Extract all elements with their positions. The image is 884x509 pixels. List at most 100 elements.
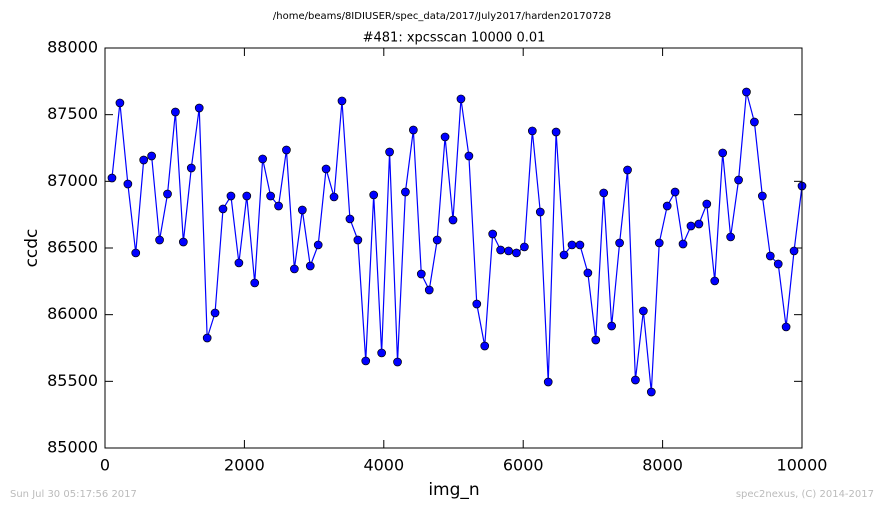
point — [242, 191, 252, 201]
point — [599, 188, 609, 198]
point — [686, 221, 696, 231]
point — [258, 154, 268, 164]
point — [742, 87, 751, 97]
point — [321, 164, 331, 174]
point — [543, 377, 553, 387]
y-tick-label: 85500 — [47, 371, 98, 390]
point — [337, 96, 347, 106]
point — [313, 240, 323, 250]
timestamp: Sun Jul 30 05:17:56 2017 — [10, 489, 137, 500]
point — [163, 189, 172, 199]
x-tick-label: 0 — [100, 456, 110, 475]
point — [416, 269, 426, 279]
point — [488, 229, 498, 239]
point — [274, 201, 283, 211]
y-tick-label: 87000 — [47, 171, 98, 190]
point — [520, 242, 529, 252]
point — [297, 205, 307, 215]
point — [424, 285, 434, 295]
point — [464, 151, 474, 161]
point — [456, 94, 466, 104]
y-tick-label: 85000 — [47, 438, 98, 457]
x-tick-label: 8000 — [642, 456, 683, 475]
point — [282, 145, 291, 155]
point — [789, 246, 799, 256]
point — [551, 127, 561, 137]
point — [377, 348, 386, 358]
point — [115, 98, 125, 108]
point — [171, 107, 180, 117]
point — [234, 258, 244, 268]
point — [210, 308, 220, 318]
point — [575, 240, 585, 250]
point — [385, 147, 394, 157]
point — [409, 125, 418, 135]
point — [440, 132, 450, 142]
point — [305, 261, 315, 271]
plot-frame — [104, 47, 803, 449]
point — [480, 341, 490, 351]
point — [694, 219, 704, 229]
point — [155, 235, 164, 245]
point — [631, 375, 640, 385]
series-line — [111, 91, 803, 393]
point — [107, 173, 117, 183]
point — [646, 387, 656, 397]
point — [496, 245, 505, 255]
point — [393, 357, 402, 367]
point — [734, 175, 743, 185]
point — [678, 239, 688, 249]
point — [401, 187, 410, 197]
credit: spec2nexus, (C) 2014-2017 — [736, 489, 874, 500]
point — [250, 278, 260, 288]
x-tick-label: 10000 — [777, 456, 828, 475]
chart-title: #481: xpcsscan 10000 0.01 — [363, 31, 546, 46]
y-axis-label: ccdc — [22, 229, 42, 268]
point — [654, 238, 664, 248]
point — [765, 251, 775, 261]
point — [139, 155, 149, 165]
point — [123, 179, 133, 189]
point — [662, 201, 672, 211]
point — [194, 103, 204, 113]
point — [353, 235, 363, 245]
point — [718, 148, 728, 158]
point — [218, 204, 228, 214]
point — [290, 264, 299, 274]
point — [591, 335, 601, 345]
point — [266, 191, 275, 201]
x-tick-label: 6000 — [503, 456, 544, 475]
point — [710, 276, 720, 286]
y-tick-label: 87500 — [47, 104, 98, 123]
point — [726, 232, 735, 242]
x-axis-label: img_n — [428, 480, 479, 500]
suptitle: /home/beams/8IDIUSER/spec_data/2017/July… — [273, 11, 611, 22]
y-tick-label: 86000 — [47, 304, 98, 323]
point — [448, 215, 458, 225]
point — [432, 235, 442, 245]
y-tick-label: 86500 — [47, 238, 98, 257]
point — [615, 238, 624, 248]
point — [178, 237, 188, 247]
point — [639, 306, 648, 316]
point — [186, 163, 196, 173]
point — [472, 299, 482, 309]
point — [147, 151, 156, 161]
point — [226, 191, 236, 201]
point — [567, 240, 577, 250]
point — [607, 321, 616, 331]
point — [345, 214, 355, 224]
point — [361, 356, 371, 366]
point — [131, 248, 141, 258]
x-tick-label: 2000 — [224, 456, 265, 475]
point — [781, 322, 791, 332]
point — [583, 268, 593, 278]
point — [512, 248, 521, 258]
point — [504, 246, 513, 256]
x-tick-label: 4000 — [363, 456, 404, 475]
point — [329, 192, 339, 202]
point — [369, 190, 379, 200]
point — [202, 333, 212, 343]
y-tick-label: 88000 — [47, 38, 98, 57]
